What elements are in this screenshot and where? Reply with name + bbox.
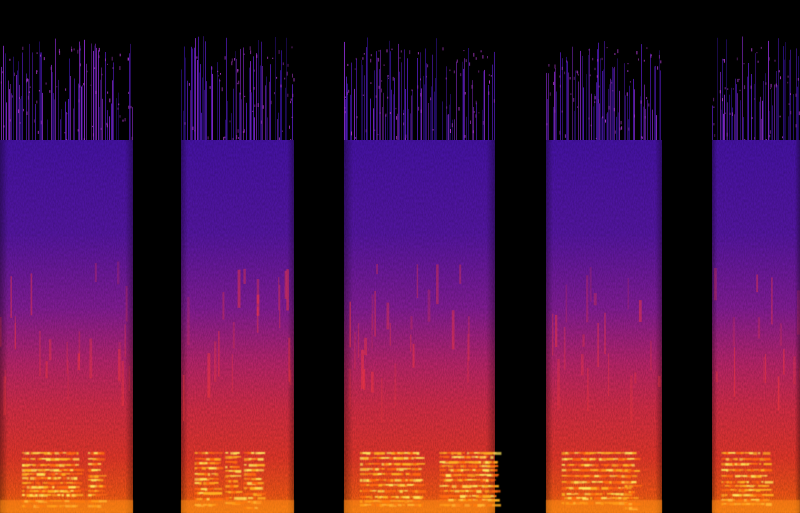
segment-5 xyxy=(712,36,800,513)
segment-1-high-band xyxy=(0,38,133,143)
segment-4 xyxy=(546,41,662,513)
segment-4-high-band xyxy=(546,41,662,141)
segment-5-formants xyxy=(712,452,800,513)
segment-3-formants xyxy=(344,452,502,513)
segment-3-high-band xyxy=(344,37,495,141)
segment-2 xyxy=(181,36,295,513)
segment-2-high-band xyxy=(181,36,295,142)
segment-1 xyxy=(0,38,133,513)
segment-1-formants xyxy=(0,452,133,513)
segment-5-high-band xyxy=(712,36,800,142)
segment-4-formants xyxy=(546,452,662,513)
segment-3 xyxy=(344,37,502,513)
segment-2-formants xyxy=(181,452,294,513)
